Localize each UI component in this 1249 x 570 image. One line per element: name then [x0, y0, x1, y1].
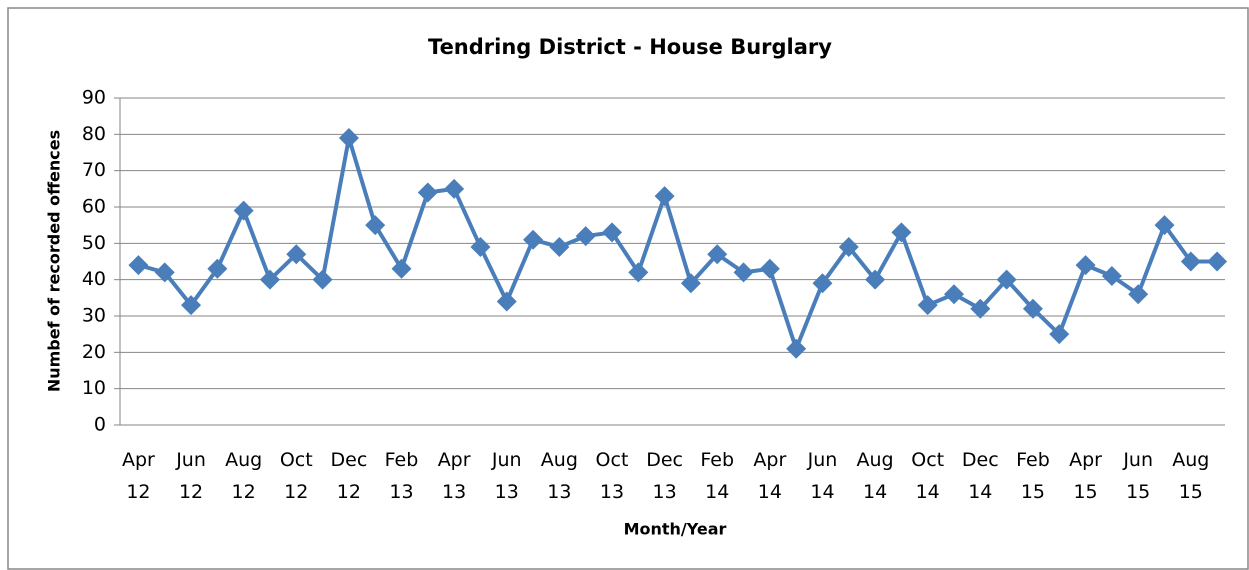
y-tick-label: 10: [82, 377, 106, 399]
x-tick-label: Dec 14: [961, 449, 999, 503]
x-tick-label: Feb 14: [700, 449, 735, 503]
data-point: [233, 200, 254, 221]
data-point: [1128, 284, 1149, 305]
y-tick-label: 90: [82, 87, 106, 109]
data-point: [1180, 251, 1201, 272]
data-point: [628, 262, 649, 283]
data-point: [444, 178, 465, 199]
y-tick-label: 40: [82, 268, 106, 290]
y-tick-label: 60: [82, 196, 106, 218]
data-point: [470, 236, 491, 257]
data-point: [154, 262, 175, 283]
y-tick-label: 30: [82, 305, 106, 327]
data-point: [128, 255, 149, 276]
x-tick-label: Apr 15: [1069, 449, 1102, 503]
x-tick-label: Aug 14: [856, 449, 894, 503]
x-tick-label: Dec 13: [646, 449, 683, 503]
x-tick-label: Jun 13: [491, 449, 522, 503]
x-tick-label: Apr 12: [121, 449, 155, 503]
data-point: [207, 258, 228, 279]
data-point: [1049, 324, 1070, 345]
data-point: [312, 269, 333, 290]
x-tick-label: Aug 12: [225, 449, 263, 503]
chart-title: Tendring District - House Burglary: [428, 35, 832, 59]
data-point: [1022, 298, 1043, 319]
x-tick-label: Oct 12: [279, 449, 313, 503]
x-tick-label: Jun 12: [176, 449, 206, 503]
data-point: [523, 229, 544, 250]
y-tick-label: 20: [82, 341, 106, 363]
data-point: [365, 215, 386, 236]
data-point: [838, 236, 859, 257]
data-point: [812, 273, 833, 294]
data-point: [707, 244, 728, 265]
data-point: [496, 291, 517, 312]
data-point: [338, 127, 359, 148]
data-point: [1154, 215, 1175, 236]
data-point: [865, 269, 886, 290]
data-point: [891, 222, 912, 243]
y-tick-label: 80: [82, 123, 106, 145]
x-tick-label: Jun 14: [807, 449, 838, 503]
data-point: [549, 236, 570, 257]
x-tick-label: Apr 13: [437, 449, 471, 503]
data-point: [417, 182, 438, 203]
data-point: [1075, 255, 1096, 276]
data-point: [259, 269, 280, 290]
x-tick-label: Apr 14: [753, 449, 787, 503]
x-tick-label: Oct 14: [911, 449, 945, 503]
y-tick-label: 70: [82, 159, 106, 181]
x-tick-label: Aug 13: [540, 449, 578, 503]
x-tick-label: Aug 15: [1172, 449, 1210, 503]
data-point: [1207, 251, 1228, 272]
x-tick-label: Dec 12: [330, 449, 368, 503]
data-point: [733, 262, 754, 283]
data-point: [601, 222, 622, 243]
x-tick-label: Feb 15: [1016, 449, 1050, 503]
data-point: [680, 273, 701, 294]
y-tick-label: 0: [94, 414, 106, 436]
data-point: [759, 258, 780, 279]
x-tick-label: Jun 15: [1123, 449, 1154, 503]
y-axis-label: Numbef of recorded offences: [45, 130, 64, 392]
data-point: [181, 295, 202, 316]
data-point: [286, 244, 307, 265]
data-point: [970, 298, 991, 319]
data-point: [1101, 266, 1122, 287]
data-point: [917, 295, 938, 316]
data-point: [575, 226, 596, 247]
y-tick-label: 50: [82, 232, 106, 254]
data-point: [944, 284, 965, 305]
data-point: [391, 258, 412, 279]
x-axis-label: Month/Year: [624, 520, 727, 539]
chart-frame: [7, 7, 1249, 570]
x-tick-label: Oct 13: [595, 449, 629, 503]
data-point: [786, 338, 807, 359]
data-point: [654, 186, 675, 207]
x-tick-label: Feb 13: [384, 449, 419, 503]
data-point: [996, 269, 1017, 290]
